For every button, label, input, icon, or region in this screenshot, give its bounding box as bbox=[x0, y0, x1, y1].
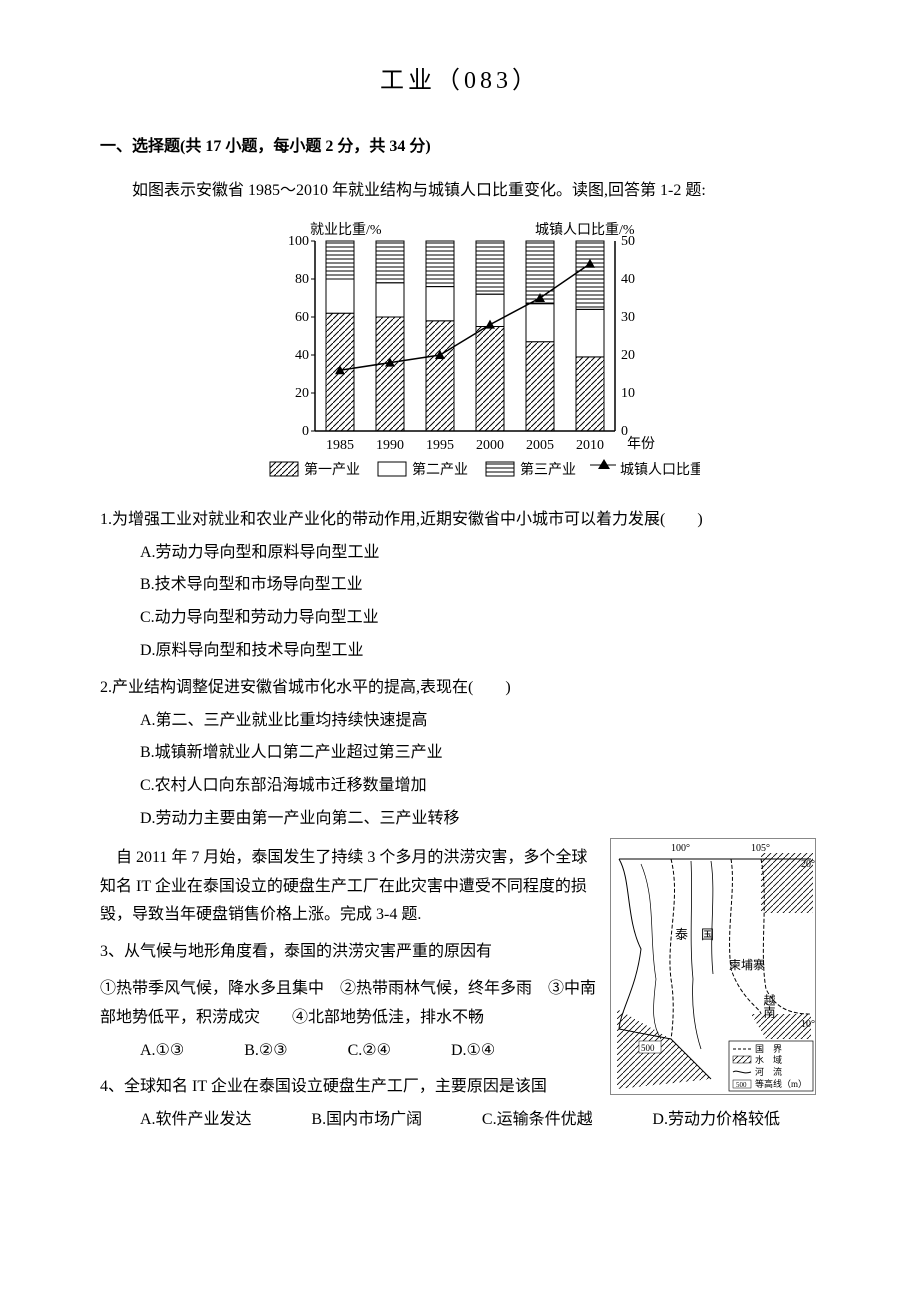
q4-option-d: D.劳动力价格较低 bbox=[652, 1106, 780, 1135]
q3-option-d: D.①④ bbox=[451, 1037, 495, 1066]
svg-text:柬埔寨: 柬埔寨 bbox=[729, 957, 765, 972]
q4-option-b: B.国内市场广阔 bbox=[311, 1106, 422, 1135]
svg-text:40: 40 bbox=[621, 272, 635, 287]
x-label: 年份 bbox=[627, 436, 655, 452]
q3-option-a: A.①③ bbox=[140, 1037, 184, 1066]
q3-option-b: B.②③ bbox=[244, 1037, 287, 1066]
q2-option-a: A.第二、三产业就业比重均持续快速提高 bbox=[140, 707, 820, 736]
svg-text:泰 国: 泰 国 bbox=[675, 927, 714, 942]
intro-1: 如图表示安徽省 1985～2010 年就业结构与城镇人口比重变化。读图,回答第 … bbox=[100, 177, 820, 206]
svg-text:第三产业: 第三产业 bbox=[520, 461, 576, 478]
q3-option-c: C.②④ bbox=[348, 1037, 391, 1066]
q1-option-a: A.劳动力导向型和原料导向型工业 bbox=[140, 539, 820, 568]
svg-text:水 域: 水 域 bbox=[755, 1054, 782, 1065]
svg-text:60: 60 bbox=[295, 310, 309, 325]
svg-text:越南: 越南 bbox=[762, 993, 776, 1017]
svg-text:10: 10 bbox=[621, 386, 635, 401]
svg-text:40: 40 bbox=[295, 348, 309, 363]
q3-statements: ①热带季风气候，降水多且集中 ②热带雨林气候，终年多雨 ③中南部地势低平，积涝成… bbox=[100, 975, 600, 1033]
svg-text:100°: 100° bbox=[671, 843, 690, 854]
q2-option-b: B.城镇新增就业人口第二产业超过第三产业 bbox=[140, 739, 820, 768]
passage-2: 自 2011 年 7 月始，泰国发生了持续 3 个多月的洪涝灾害，多个全球知名 … bbox=[100, 844, 600, 930]
svg-text:2010: 2010 bbox=[576, 438, 604, 453]
question-1: 1.为增强工业对就业和农业产业化的带动作用,近期安徽省中小城市可以着力发展( ) bbox=[100, 506, 820, 535]
svg-text:100: 100 bbox=[288, 234, 309, 249]
svg-text:2000: 2000 bbox=[476, 438, 504, 453]
y-right-label: 城镇人口比重/% bbox=[535, 222, 635, 238]
svg-text:20: 20 bbox=[621, 348, 635, 363]
svg-text:80: 80 bbox=[295, 272, 309, 287]
svg-text:国 界: 国 界 bbox=[755, 1044, 782, 1054]
question-3: 3、从气候与地形角度看，泰国的洪涝灾害严重的原因有 bbox=[100, 938, 600, 967]
q1-option-b: B.技术导向型和市场导向型工业 bbox=[140, 571, 820, 600]
svg-text:1990: 1990 bbox=[376, 438, 404, 453]
question-2: 2.产业结构调整促进安徽省城市化水平的提高,表现在( ) bbox=[100, 674, 820, 703]
svg-text:50: 50 bbox=[621, 234, 635, 249]
thailand-map: 100° 105° 20° 10° 泰 国 bbox=[610, 838, 816, 1095]
svg-text:30: 30 bbox=[621, 310, 635, 325]
svg-text:等高线（m）: 等高线（m） bbox=[755, 1078, 807, 1089]
svg-text:105°: 105° bbox=[751, 843, 770, 854]
svg-text:第一产业: 第一产业 bbox=[304, 461, 360, 478]
q1-option-d: D.原料导向型和技术导向型工业 bbox=[140, 637, 820, 666]
svg-text:500: 500 bbox=[736, 1081, 747, 1089]
svg-text:1995: 1995 bbox=[426, 438, 454, 453]
svg-text:城镇人口比重: 城镇人口比重 bbox=[620, 462, 700, 478]
q4-option-c: C.运输条件优越 bbox=[482, 1106, 593, 1135]
svg-text:20: 20 bbox=[295, 386, 309, 401]
svg-text:500: 500 bbox=[641, 1043, 655, 1053]
employment-chart: 就业比重/% 城镇人口比重/% 年份 0 20 40 60 80 bbox=[100, 216, 820, 496]
q1-option-c: C.动力导向型和劳动力导向型工业 bbox=[140, 604, 820, 633]
q3-options: A.①③ B.②③ C.②④ D.①④ bbox=[140, 1037, 600, 1066]
svg-text:0: 0 bbox=[621, 424, 628, 439]
svg-text:2005: 2005 bbox=[526, 438, 554, 453]
svg-text:河 流: 河 流 bbox=[755, 1066, 782, 1077]
q4-option-a: A.软件产业发达 bbox=[140, 1106, 252, 1135]
svg-text:1985: 1985 bbox=[326, 438, 354, 453]
page-title: 工业（083） bbox=[100, 60, 820, 103]
y-left-label: 就业比重/% bbox=[310, 222, 382, 238]
svg-text:0: 0 bbox=[302, 424, 309, 439]
svg-text:第二产业: 第二产业 bbox=[412, 461, 468, 478]
q4-options: A.软件产业发达 B.国内市场广阔 C.运输条件优越 D.劳动力价格较低 bbox=[140, 1106, 820, 1135]
section-header: 一、选择题(共 17 小题，每小题 2 分，共 34 分) bbox=[100, 133, 820, 162]
question-4: 4、全球知名 IT 企业在泰国设立硬盘生产工厂，主要原因是该国 bbox=[100, 1073, 600, 1102]
q2-option-d: D.劳动力主要由第一产业向第二、三产业转移 bbox=[140, 805, 820, 834]
q2-option-c: C.农村人口向东部沿海城市迁移数量增加 bbox=[140, 772, 820, 801]
